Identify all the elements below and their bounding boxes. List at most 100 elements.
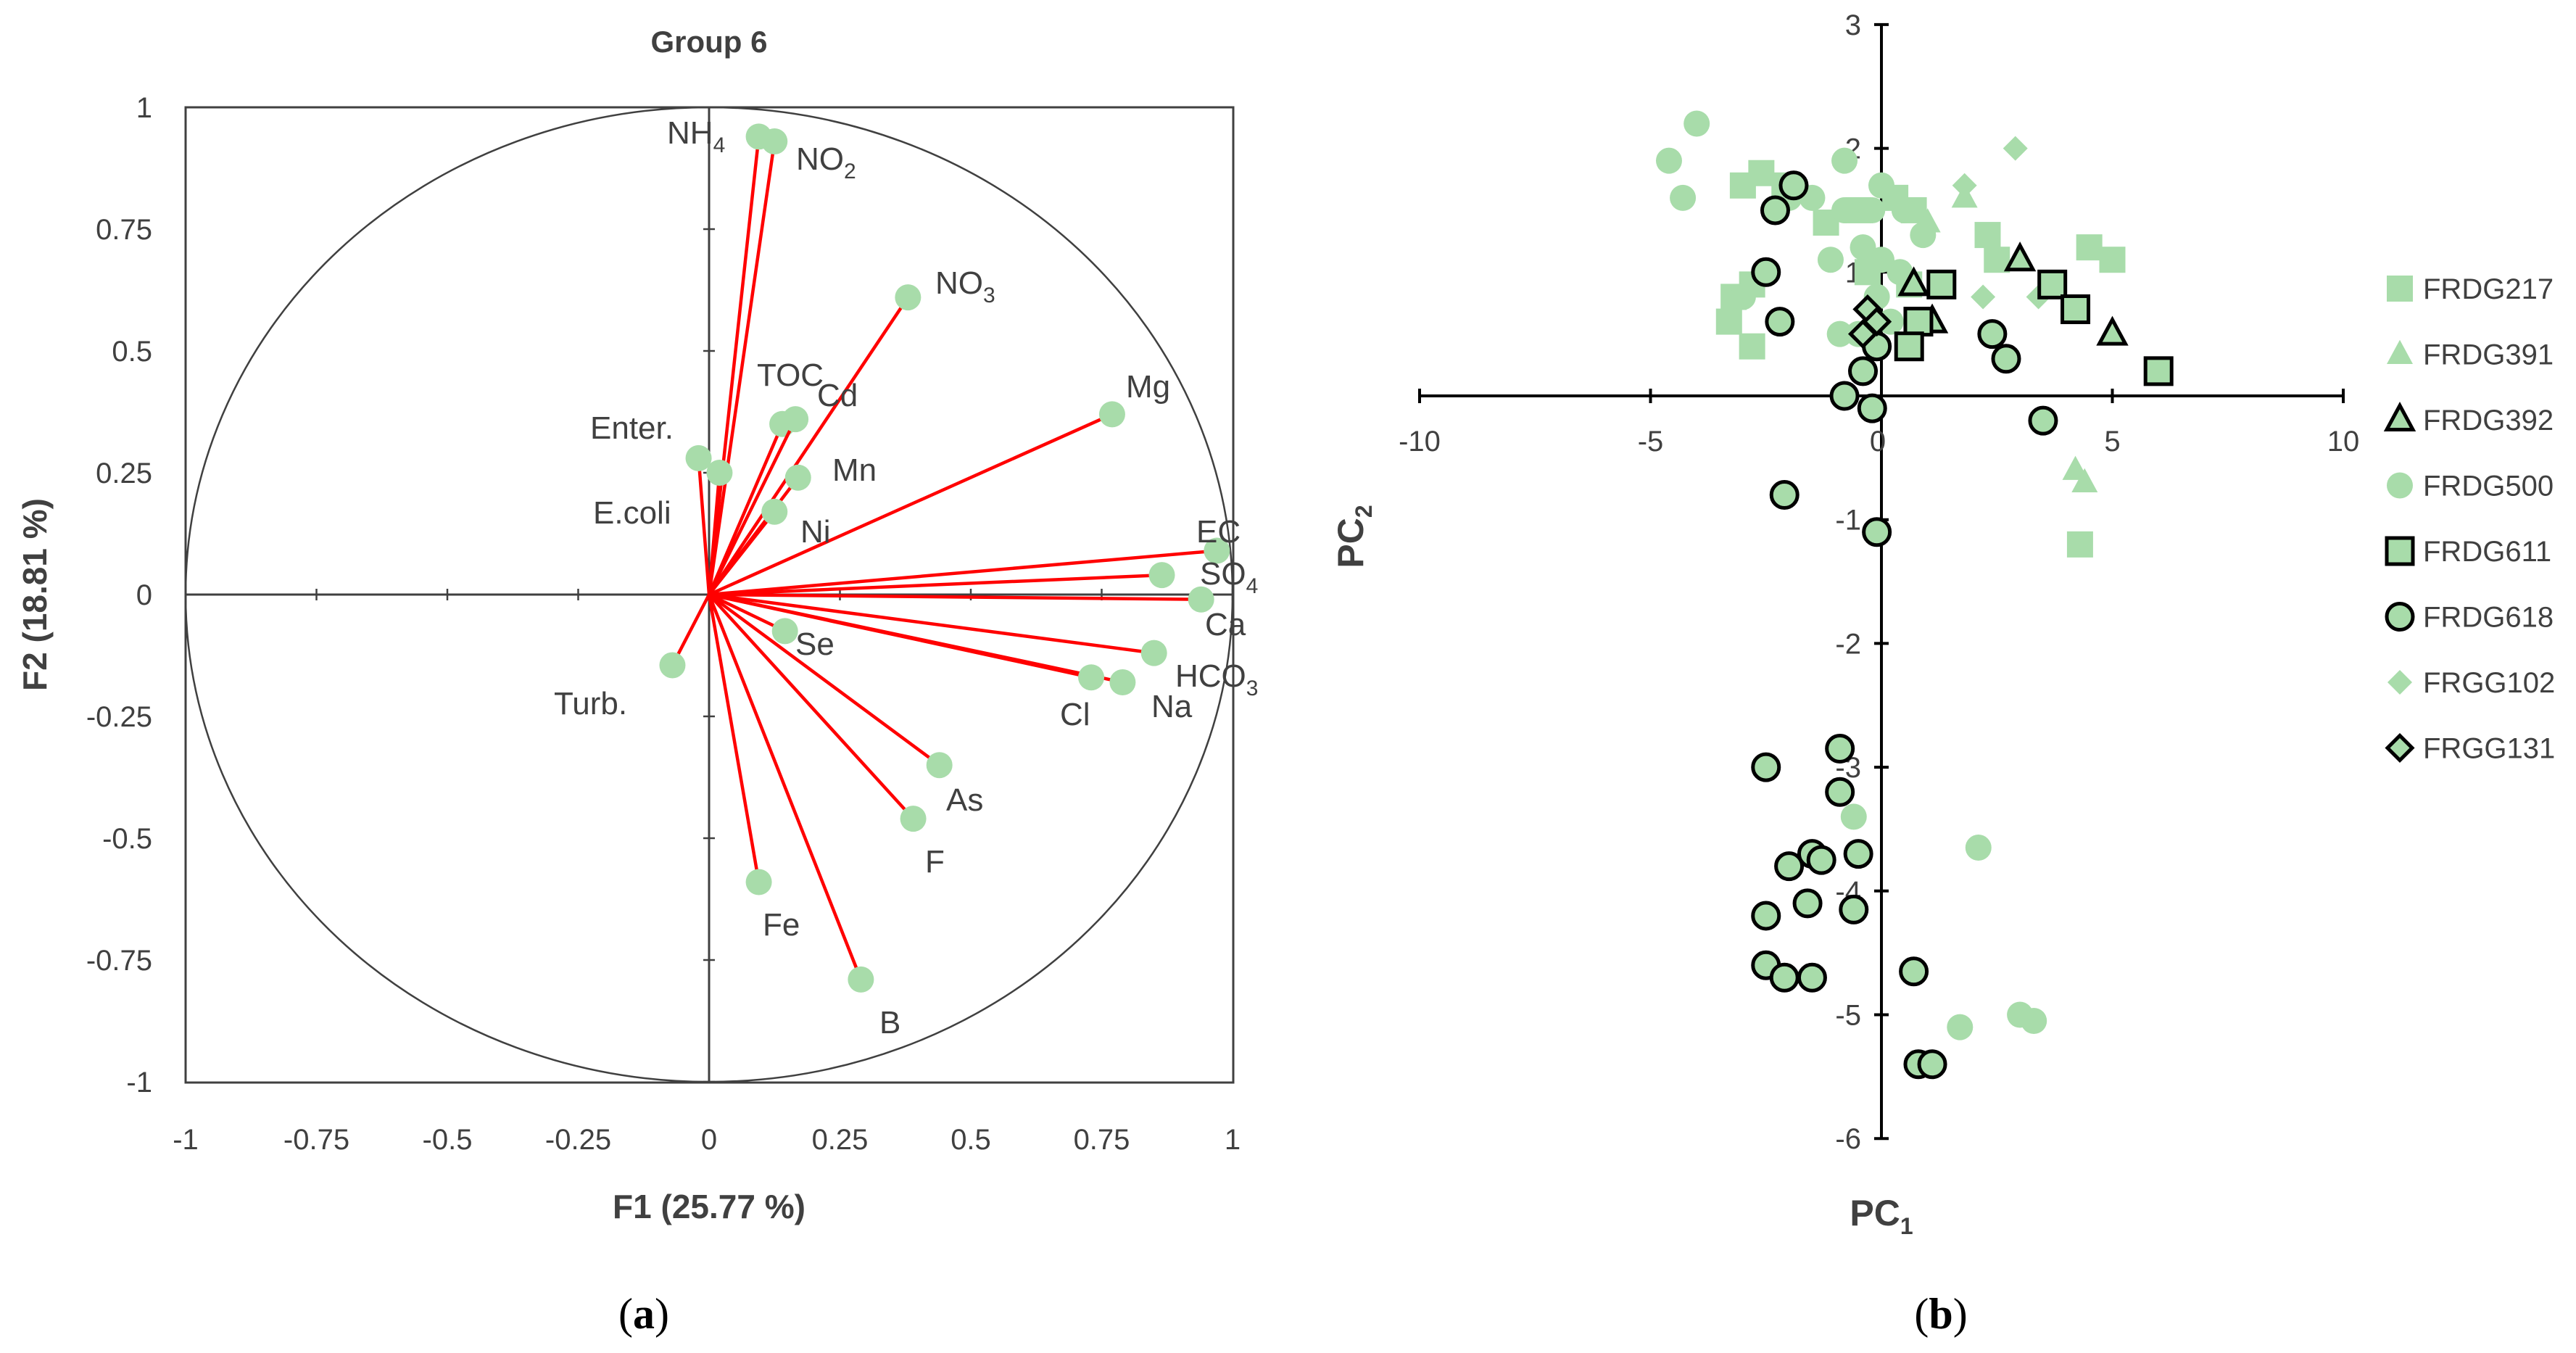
x-tick-label-a: 0.75 <box>1074 1124 1130 1156</box>
point-frdg618 <box>1806 845 1836 875</box>
point-frdg500 <box>1840 803 1867 830</box>
point-frdg500 <box>1868 247 1894 273</box>
label-mn: Mn <box>832 452 877 488</box>
point-frdg618 <box>1977 319 2008 349</box>
point-frdg618 <box>1751 901 1781 931</box>
vector-hco3 <box>708 592 1154 655</box>
point-frdg618 <box>1829 381 1860 411</box>
point-frdg618 <box>1857 393 1887 423</box>
point-frdg618 <box>1991 344 2021 374</box>
vector-so4 <box>708 573 1162 597</box>
point-frdg500 <box>1891 196 1918 223</box>
x-tick-label-a: 0 <box>701 1124 717 1156</box>
point-frdg611 <box>1903 307 1934 337</box>
point-frdg611 <box>1926 269 1957 299</box>
tick-marks-b <box>1418 22 2345 1141</box>
point-frdg618 <box>1917 1049 1947 1080</box>
label-nh4: NH4 <box>667 115 725 157</box>
legend-marker-frgg102 <box>2387 670 2412 695</box>
point-frgg131 <box>1862 307 1892 337</box>
vector-mg <box>708 413 1113 597</box>
point-frdg618 <box>1848 356 1879 386</box>
x-tick-label-b: 5 <box>2104 426 2120 458</box>
point-frdg217 <box>1739 333 1765 360</box>
label-b: B <box>879 1005 900 1040</box>
point-turb <box>659 652 686 679</box>
point-mn <box>784 464 811 491</box>
point-mg <box>1098 401 1125 428</box>
point-frgg102 <box>1952 173 1977 198</box>
x-tick-label-a: -0.75 <box>283 1124 349 1156</box>
vector-ec <box>708 549 1217 597</box>
legend-label-frdg611: FRDG611 <box>2423 536 2551 568</box>
vector-no3 <box>708 296 910 596</box>
x-axis-label-a: F1 (25.77 %) <box>613 1188 805 1225</box>
x-tick-label-a: -0.5 <box>423 1124 473 1156</box>
point-so4 <box>1148 562 1175 589</box>
point-e-coli <box>706 460 733 486</box>
legend-label-frgg102: FRGG102 <box>2423 667 2555 699</box>
point-ni <box>761 498 788 525</box>
point-frdg500 <box>1670 184 1697 211</box>
y-axis-label-a: F2 (18.81 %) <box>16 498 54 691</box>
point-frdg618 <box>1792 888 1823 919</box>
point-frdg217 <box>2066 531 2093 558</box>
y-tick-label-a: 0.25 <box>96 458 152 489</box>
point-frdg618 <box>1769 480 1800 510</box>
point-frdg618 <box>1797 962 1827 993</box>
y-tick-label-a: -0.5 <box>102 823 152 855</box>
vector-no2 <box>707 141 776 595</box>
point-frdg618 <box>1862 517 1892 547</box>
point-frdg618 <box>1899 956 1929 987</box>
point-f <box>900 806 927 832</box>
vector-fe <box>707 594 761 882</box>
point-frdg618 <box>1751 752 1781 782</box>
point-frgg102 <box>1971 284 1996 310</box>
point-frdg618 <box>1760 195 1790 226</box>
x-tick-labels-a: -1 -0.75 -0.5 -0.25 0 0.25 0.5 0.75 1 <box>173 1124 1241 1156</box>
x-tick-label-b: -5 <box>1638 426 1664 458</box>
y-tick-label-a: 0 <box>136 579 152 611</box>
point-frdg618 <box>1839 894 1869 924</box>
point-frdg618 <box>1769 962 1800 993</box>
vector-nh4 <box>707 136 761 595</box>
vector-e-coli <box>707 472 721 595</box>
pca-scores-chart: -10 -5 0 5 10 321-1-2-3-4-5-6 PC1 PC2 FRDG21… <box>1330 9 2555 1239</box>
point-frdg500 <box>1826 320 1853 347</box>
label-e-coli: E.coli <box>593 495 671 531</box>
legend-item-frdg500: FRDG500 <box>2387 471 2554 502</box>
label-cd: Cd <box>817 378 858 413</box>
point-frgg102 <box>2003 136 2028 161</box>
point-frdg217 <box>1748 160 1775 186</box>
point-frdg500 <box>1947 1014 1974 1040</box>
legend-label-frdg391: FRDG391 <box>2423 339 2554 371</box>
label-ec: EC <box>1196 514 1241 550</box>
x-tick-label-a: -1 <box>173 1124 199 1156</box>
point-frdg500 <box>1868 172 1894 199</box>
point-frdg618 <box>1765 307 1795 337</box>
legend-item-frdg611: FRDG611 <box>2385 536 2551 568</box>
x-tick-label-a: 0.25 <box>812 1124 869 1156</box>
x-tick-label-b: 10 <box>2327 426 2360 458</box>
label-ni: Ni <box>800 514 831 550</box>
x-axis-label-b: PC1 <box>1850 1193 1913 1239</box>
legend-label-frdg618: FRDG618 <box>2423 602 2554 634</box>
point-frdg392 <box>2096 315 2129 346</box>
point-frdg618 <box>1778 170 1809 201</box>
point-b <box>848 966 874 993</box>
y-tick-label-a: -1 <box>126 1067 152 1098</box>
legend-marker-frgg131 <box>2385 732 2415 764</box>
point-na <box>1109 669 1136 695</box>
point-frdg611 <box>1894 331 1924 362</box>
label-hco3: HCO3 <box>1175 658 1258 700</box>
y-tick-labels-b: 321-1-2-3-4-5-6 <box>1835 9 1861 1155</box>
point-frdg500 <box>1683 110 1710 137</box>
point-no2 <box>761 128 788 155</box>
point-cl <box>1078 664 1105 691</box>
legend-marker-frdg217 <box>2387 276 2413 302</box>
legend-label-frdg217: FRDG217 <box>2423 273 2554 305</box>
series-frgg131 <box>1847 294 1892 349</box>
legend-marker-frdg611 <box>2385 536 2415 566</box>
